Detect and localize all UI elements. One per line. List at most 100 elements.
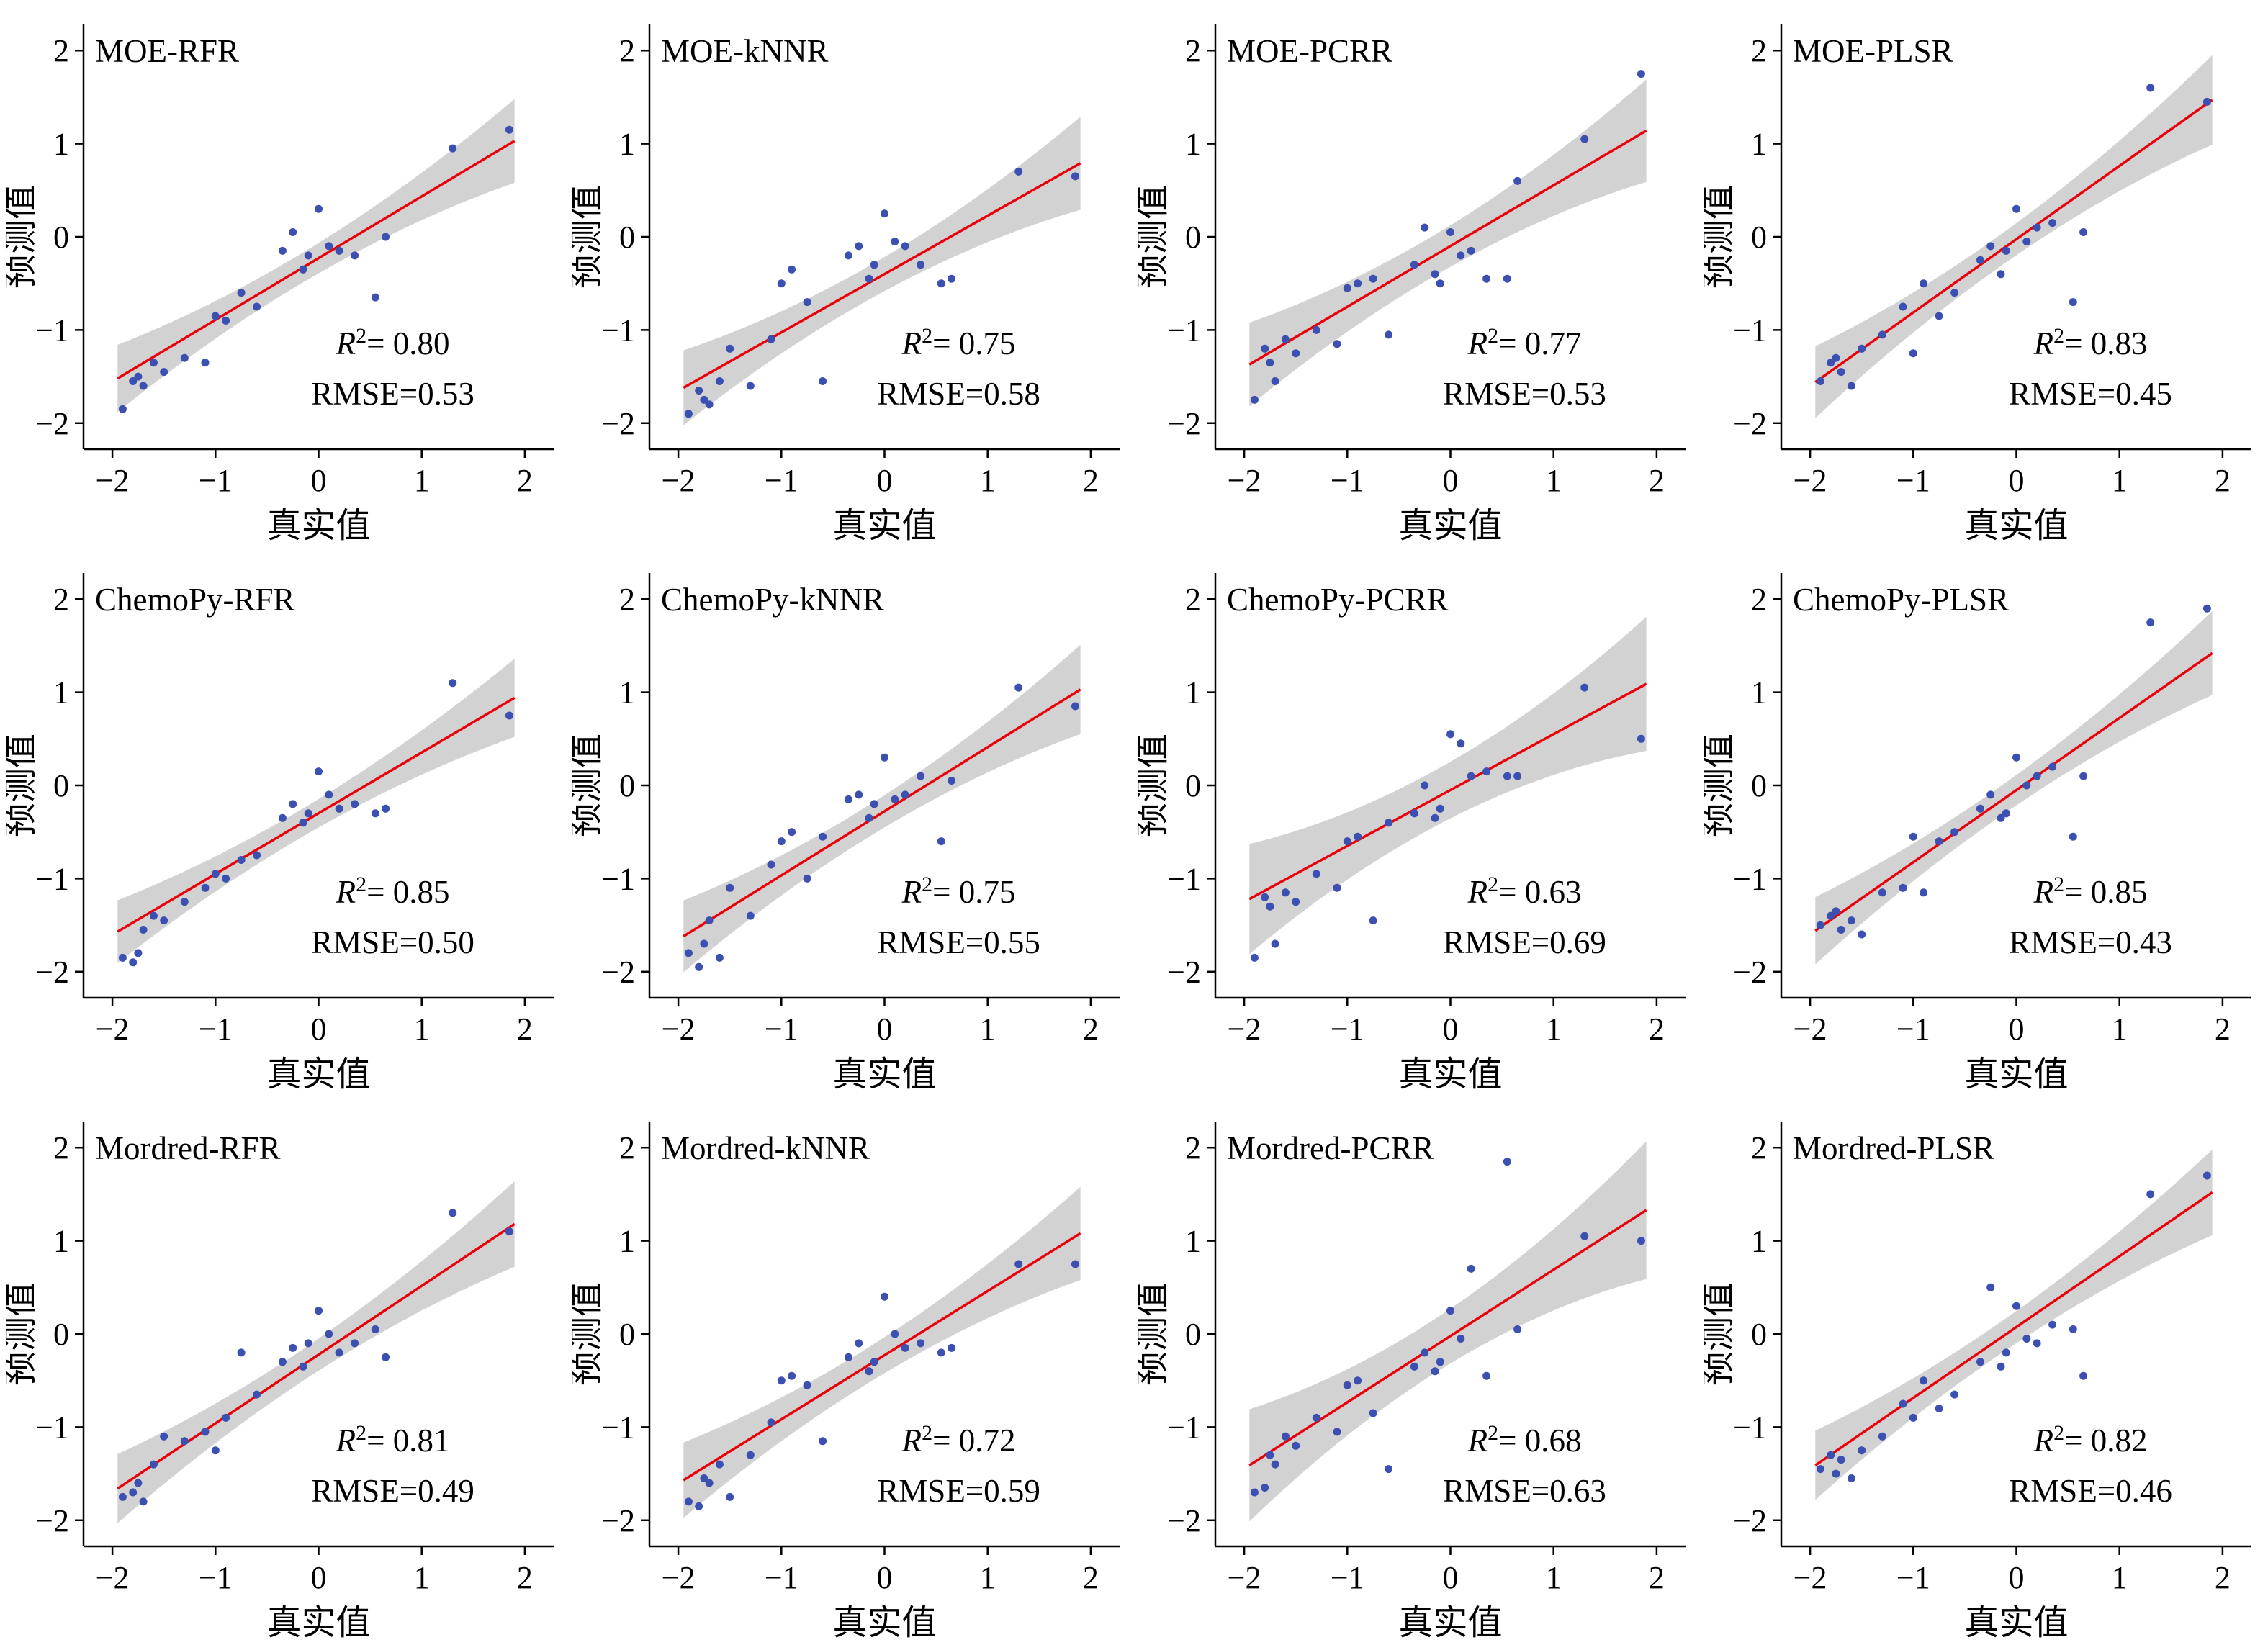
data-point xyxy=(351,1339,359,1348)
x-tick-label: −2 xyxy=(96,1560,130,1595)
y-tick-label: 0 xyxy=(1751,1317,1767,1352)
data-point xyxy=(2012,1302,2020,1310)
data-point xyxy=(1986,790,1995,799)
data-point xyxy=(2033,1339,2041,1348)
data-point xyxy=(449,679,457,688)
y-tick-label: 2 xyxy=(619,33,635,68)
data-point xyxy=(325,1330,333,1338)
x-tick-label: 2 xyxy=(2215,1011,2231,1047)
subplot-canvas: −2 −2 −1 −1 0 0 1 1 2 2 真实值 预测值 Mordred-PCRR R2= 0.68… xyxy=(1138,1122,1686,1642)
x-tick-label: 1 xyxy=(414,1011,430,1047)
data-point xyxy=(1976,804,1984,813)
data-point xyxy=(1292,898,1300,906)
y-axis-label: 预测值 xyxy=(1704,734,1737,837)
data-point xyxy=(1436,804,1444,813)
data-point xyxy=(1354,832,1362,841)
data-point xyxy=(1899,1399,1907,1408)
data-point xyxy=(160,1432,168,1441)
data-point xyxy=(1580,1232,1589,1240)
data-point xyxy=(382,1353,390,1361)
data-point xyxy=(1847,382,1855,390)
data-point xyxy=(1920,1376,1928,1385)
data-point xyxy=(715,1460,724,1469)
data-point xyxy=(870,261,878,269)
x-axis-label: 真实值 xyxy=(1398,1604,1502,1642)
data-point xyxy=(2079,1371,2088,1380)
r2-annotation: R2= 0.81 xyxy=(336,1421,450,1459)
y-tick-label: 1 xyxy=(619,675,635,711)
data-point xyxy=(767,860,775,869)
x-tick-label: 1 xyxy=(2112,1011,2128,1047)
data-point xyxy=(1832,353,1840,362)
data-point xyxy=(777,837,786,846)
r2-annotation: R2= 0.85 xyxy=(2033,873,2148,910)
x-tick-label: −1 xyxy=(765,1011,798,1047)
x-tick-label: −1 xyxy=(1896,1560,1930,1595)
y-tick-label: −1 xyxy=(1167,861,1201,896)
data-point xyxy=(2002,1348,2010,1357)
subplot-MOE-PCRR: −2 −2 −1 −1 0 0 1 1 2 2 真实值 预测值 MOE-PCRR R2= 0.77 RMSE… xyxy=(1138,6,1696,547)
data-point xyxy=(1266,1451,1274,1459)
data-point xyxy=(1503,772,1511,780)
subplot-canvas: −2 −2 −1 −1 0 0 1 1 2 2 真实值 预测值 ChemoPy-kNNR R2= 0.75… xyxy=(572,573,1120,1094)
subplot-MOE-kNNR: −2 −2 −1 −1 0 0 1 1 2 2 真实值 预测值 MOE-kNNR R2= 0.75 RMSE… xyxy=(572,6,1130,547)
data-point xyxy=(1935,312,1943,320)
data-point xyxy=(299,819,307,827)
data-point xyxy=(1997,1362,2005,1371)
y-tick-label: −2 xyxy=(35,406,69,441)
y-tick-label: 2 xyxy=(1185,1130,1201,1166)
data-point xyxy=(1421,1348,1429,1357)
confidence-band xyxy=(1815,611,2213,965)
data-point xyxy=(746,382,755,390)
x-tick-label: −2 xyxy=(1228,463,1261,498)
data-point xyxy=(1909,832,1917,841)
data-point xyxy=(1281,335,1290,343)
confidence-band xyxy=(1249,1141,1647,1522)
subplot-title: MOE-PLSR xyxy=(1793,33,1953,69)
data-point xyxy=(870,1358,878,1366)
data-point xyxy=(1261,893,1269,901)
subplot-title: MOE-PCRR xyxy=(1227,33,1392,69)
y-axis-label: 预测值 xyxy=(1138,1282,1171,1386)
data-point xyxy=(1637,70,1645,78)
subplot-MOE-PLSR: −2 −2 −1 −1 0 0 1 1 2 2 真实值 预测值 MOE-PLSR R2= 0.83 RMSE… xyxy=(1704,6,2262,547)
subplot-title: ChemoPy-PLSR xyxy=(1793,582,2009,618)
y-tick-label: 0 xyxy=(1751,220,1767,255)
x-axis-label: 真实值 xyxy=(1964,1055,2068,1094)
data-point xyxy=(1266,359,1274,367)
y-tick-label: 2 xyxy=(1751,1130,1767,1166)
data-point xyxy=(253,1390,261,1399)
data-point xyxy=(948,274,956,283)
x-tick-label: −1 xyxy=(1896,463,1930,498)
x-tick-label: 0 xyxy=(877,1011,893,1047)
data-point xyxy=(1457,739,1465,748)
data-point xyxy=(1858,344,1866,353)
subplot-Mordred-RFR: −2 −2 −1 −1 0 0 1 1 2 2 真实值 预测值 Mordred-RFR R2= 0.81 R… xyxy=(6,1103,564,1644)
subplot-Mordred-PCRR: −2 −2 −1 −1 0 0 1 1 2 2 真实值 预测值 Mordred-PCRR R2= 0.68… xyxy=(1138,1103,1696,1644)
data-point xyxy=(1421,223,1429,232)
y-tick-label: 0 xyxy=(619,220,635,255)
x-tick-label: 1 xyxy=(2112,463,2128,498)
data-point xyxy=(505,711,513,720)
data-point xyxy=(325,790,333,799)
data-point xyxy=(1837,926,1845,934)
data-point xyxy=(1312,1413,1320,1422)
data-point xyxy=(746,1451,755,1459)
y-tick-label: 0 xyxy=(53,1317,69,1352)
data-point xyxy=(253,302,261,311)
y-tick-label: 1 xyxy=(1185,675,1201,711)
data-point xyxy=(700,395,708,404)
data-point xyxy=(2146,1190,2155,1199)
data-point xyxy=(870,800,878,808)
data-point xyxy=(2146,618,2155,627)
r2-annotation: R2= 0.75 xyxy=(901,873,1016,910)
x-tick-label: 2 xyxy=(1083,1011,1099,1047)
data-point xyxy=(505,125,513,134)
y-tick-label: 0 xyxy=(1185,768,1201,803)
data-point xyxy=(2069,832,2077,841)
data-point xyxy=(1986,242,1995,251)
data-point xyxy=(2033,223,2041,232)
x-axis-label: 真实值 xyxy=(1398,507,1502,545)
x-tick-label: 0 xyxy=(2009,1560,2025,1595)
